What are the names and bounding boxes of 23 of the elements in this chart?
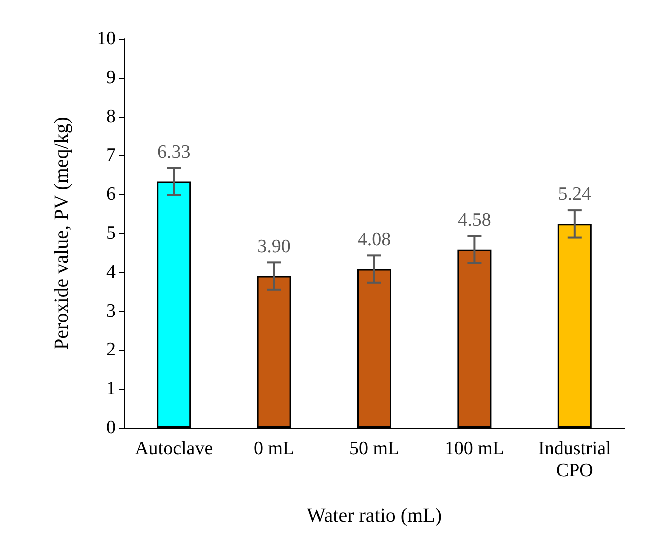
x-tick-label: Industrial CPO (538, 438, 612, 482)
x-tick-label: 50 mL (349, 438, 400, 460)
y-tick-label: 10 (97, 28, 116, 50)
y-tick-label: 1 (106, 378, 116, 400)
data-label: 4.08 (358, 229, 392, 250)
x-tick-label: 100 mL (444, 438, 505, 460)
y-tick-label: 3 (106, 300, 116, 322)
y-axis-title: Peroxide value, PV (meq/kg) (51, 117, 73, 350)
y-tick-label: 8 (106, 106, 116, 128)
data-label: 5.24 (558, 184, 592, 206)
y-tick-label: 2 (106, 340, 116, 361)
y-tick-label: 6 (106, 184, 116, 206)
x-axis-title: Water ratio (mL) (307, 505, 442, 527)
x-tick-label: Autoclave (135, 438, 214, 460)
y-tick-label: 5 (106, 223, 116, 244)
y-tick-label: 9 (106, 67, 116, 88)
data-label: 3.90 (258, 236, 291, 258)
data-label: 6.33 (157, 142, 191, 163)
y-tick-label: 0 (106, 418, 116, 438)
y-tick-label: 4 (106, 262, 116, 283)
data-label: 4.58 (458, 210, 492, 231)
y-tick-label: 7 (106, 145, 116, 166)
x-tick-label: 0 mL (254, 438, 295, 460)
